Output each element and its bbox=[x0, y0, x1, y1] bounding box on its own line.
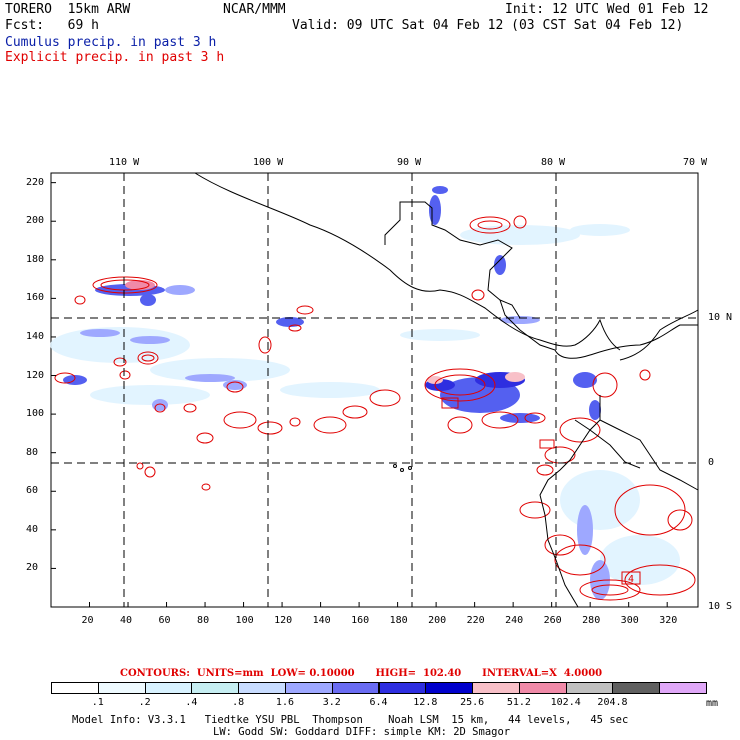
y-tick-label: 80 bbox=[26, 446, 39, 458]
legend-swatch bbox=[472, 682, 520, 694]
valid-time: Valid: 09 UTC Sat 04 Feb 12 (03 CST Sat … bbox=[292, 18, 684, 33]
y-tick-label: 200 bbox=[26, 215, 45, 227]
x-tick-label: 140 bbox=[312, 615, 331, 626]
forecast-hour: Fcst: 69 h bbox=[5, 18, 99, 33]
legend-label: 6.4 bbox=[369, 697, 388, 708]
model-info: Model Info: V3.3.1 Tiedtke YSU PBL Thomp… bbox=[72, 714, 629, 726]
legend-label: 12.8 bbox=[413, 697, 438, 708]
lon-label: 100 W bbox=[253, 157, 284, 168]
x-tick-label: 220 bbox=[466, 615, 485, 626]
legend-label: 3.2 bbox=[322, 697, 341, 708]
heavy-precip-areas bbox=[125, 280, 525, 384]
x-tick-label: 240 bbox=[505, 615, 524, 626]
legend-swatch bbox=[378, 682, 427, 694]
box-label: 4 bbox=[628, 574, 634, 585]
legend-label: 102.4 bbox=[550, 697, 581, 708]
y-tick-label: 100 bbox=[26, 408, 45, 420]
map-frame bbox=[50, 172, 699, 608]
lat-label: 10 N bbox=[708, 312, 733, 323]
y-tick-label: 60 bbox=[26, 485, 39, 497]
lat-label: 0 bbox=[708, 457, 715, 468]
x-tick-label: 280 bbox=[582, 615, 601, 626]
x-tick-label: 180 bbox=[389, 615, 408, 626]
axis-ticks bbox=[51, 182, 668, 607]
x-tick-label: 80 bbox=[197, 615, 210, 626]
y-tick-label: 140 bbox=[26, 330, 45, 342]
legend-swatch bbox=[565, 682, 614, 694]
legend-swatch bbox=[191, 682, 240, 694]
x-tick-label: 300 bbox=[620, 615, 639, 626]
x-tick-label: 100 bbox=[235, 615, 254, 626]
org-label: NCAR/MMM bbox=[223, 2, 286, 17]
x-tick-label: 200 bbox=[428, 615, 447, 626]
legend-swatch bbox=[425, 682, 474, 694]
legend-label: .1 bbox=[91, 697, 104, 708]
lat-label: 10 S bbox=[708, 601, 733, 612]
coastlines bbox=[194, 172, 699, 608]
contour-info: CONTOURS: UNITS=mm LOW= 0.10000 HIGH= 10… bbox=[120, 668, 603, 679]
y-tick-label: 40 bbox=[26, 523, 39, 535]
graticule bbox=[51, 173, 698, 607]
legend-units: mm bbox=[706, 698, 719, 709]
legend-label: 25.6 bbox=[460, 697, 485, 708]
legend-swatch bbox=[659, 682, 707, 694]
legend-label: .8 bbox=[232, 697, 245, 708]
model-title: TORERO 15km ARW bbox=[5, 2, 131, 17]
legend-label: .4 bbox=[185, 697, 198, 708]
y-tick-label: 160 bbox=[26, 292, 45, 304]
cumulus-title: Cumulus precip. in past 3 h bbox=[5, 35, 217, 50]
legend-swatch bbox=[284, 682, 333, 694]
y-tick-label: 120 bbox=[26, 369, 45, 381]
legend-swatch bbox=[612, 682, 661, 694]
explicit-title: Explicit precip. in past 3 h bbox=[5, 50, 225, 65]
legend-label: 204.8 bbox=[597, 697, 628, 708]
physics-info: LW: Godd SW: Goddard DIFF: simple KM: 2D… bbox=[213, 726, 511, 738]
lon-label: 110 W bbox=[109, 157, 140, 168]
x-tick-label: 260 bbox=[543, 615, 562, 626]
init-time: Init: 12 UTC Wed 01 Feb 12 bbox=[505, 2, 709, 17]
x-tick-label: 120 bbox=[274, 615, 293, 626]
x-tick-label: 20 bbox=[81, 615, 94, 626]
x-tick-label: 160 bbox=[351, 615, 370, 626]
legend-label: 51.2 bbox=[506, 697, 531, 708]
legend-swatch bbox=[238, 682, 286, 694]
legend-label: .2 bbox=[138, 697, 151, 708]
y-tick-label: 180 bbox=[26, 253, 45, 265]
x-tick-label: 320 bbox=[659, 615, 678, 626]
lon-label: 80 W bbox=[541, 157, 566, 168]
legend-swatch bbox=[331, 682, 380, 694]
lon-label: 90 W bbox=[397, 157, 422, 168]
cumulus-precip-areas bbox=[63, 186, 610, 600]
explicit-contours bbox=[54, 215, 696, 601]
legend-label: 1.6 bbox=[275, 697, 294, 708]
x-tick-label: 60 bbox=[158, 615, 171, 626]
legend-swatch bbox=[51, 682, 99, 694]
legend-swatch bbox=[97, 682, 146, 694]
x-tick-label: 40 bbox=[120, 615, 133, 626]
legend-swatch bbox=[144, 682, 193, 694]
legend-swatch bbox=[518, 682, 567, 694]
y-tick-label: 20 bbox=[26, 562, 39, 574]
lon-label: 70 W bbox=[683, 157, 708, 168]
y-tick-label: 220 bbox=[26, 176, 45, 188]
